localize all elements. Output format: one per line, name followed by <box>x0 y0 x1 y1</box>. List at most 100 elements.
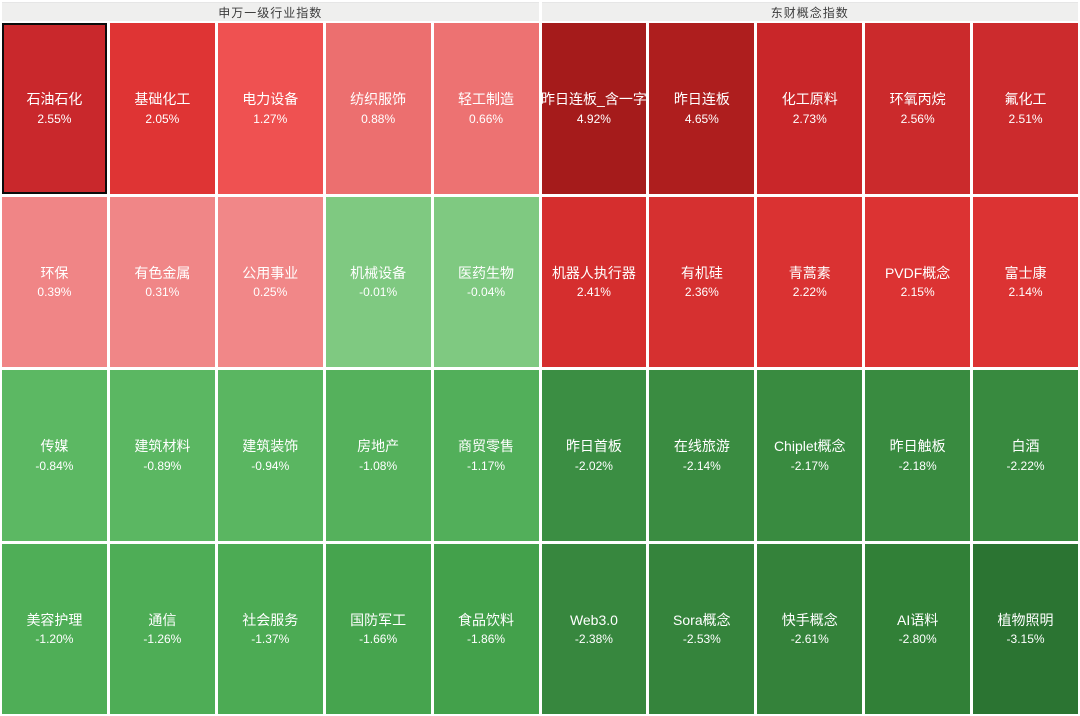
heatmap-tile[interactable]: 社会服务 -1.37% <box>217 543 323 714</box>
tile-label: 公用事业 <box>242 264 299 281</box>
tile-label: 在线旅游 <box>673 438 730 454</box>
section-header-industry-index: 申万一级行业指数 <box>2 2 539 21</box>
tile-value: 4.65% <box>684 111 719 126</box>
tile-label: 美容护理 <box>26 611 83 628</box>
tile-value: 2.05% <box>145 111 180 126</box>
heatmap-tile[interactable]: 昨日连板 4.65% <box>649 23 755 194</box>
heatmap-tile[interactable]: 化工原料 2.73% <box>757 23 863 194</box>
heatmap-tile[interactable]: 建筑装饰 -0.94% <box>217 370 323 541</box>
tile-value: 0.25% <box>253 285 288 299</box>
tile-value: -2.53% <box>682 632 721 646</box>
heatmap-tile[interactable]: 植物照明 -3.15% <box>973 543 1078 714</box>
tile-label: Web3.0 <box>569 611 618 628</box>
heatmap-tile[interactable]: 医药生物 -0.04% <box>433 196 539 367</box>
tile-value: -0.89% <box>143 458 182 473</box>
heatmap-tile[interactable]: 青蒿素 2.22% <box>757 196 863 367</box>
heatmap-tile[interactable]: 通信 -1.26% <box>109 543 215 714</box>
heatmap-tile[interactable]: 氟化工 2.51% <box>973 23 1078 194</box>
tile-label: 石油石化 <box>26 91 83 107</box>
tile-value: -2.14% <box>682 458 721 473</box>
tile-label: 环氧丙烷 <box>889 91 946 107</box>
tile-value: 2.15% <box>900 285 935 299</box>
section-header-concept-index: 东财概念指数 <box>541 2 1078 21</box>
tile-label: 电力设备 <box>242 91 299 107</box>
tile-value: 0.66% <box>469 111 504 126</box>
tile-label: 轻工制造 <box>458 91 515 107</box>
heatmap-tile[interactable]: 国防军工 -1.66% <box>325 543 431 714</box>
heatmap-tile[interactable]: 有机硅 2.36% <box>649 196 755 367</box>
heatmap-tile[interactable]: 商贸零售 -1.17% <box>433 370 539 541</box>
heatmap-tile[interactable]: 昨日连板_含一字 4.92% <box>541 23 647 194</box>
heatmap-tile[interactable]: PVDF概念 2.15% <box>865 196 971 367</box>
tile-label: 昨日首板 <box>565 438 622 454</box>
heatmap-tile[interactable]: 美容护理 -1.20% <box>2 543 107 714</box>
tile-value: -1.20% <box>35 632 74 646</box>
tile-label: 建筑材料 <box>134 438 191 454</box>
tile-value: 2.36% <box>684 285 719 299</box>
tile-value: -1.86% <box>467 632 506 646</box>
heatmap-grid: 石油石化 2.55% 基础化工 2.05% 电力设备 1.27% 纺织服饰 0.88% 轻工制造… <box>0 21 1080 716</box>
tile-value: 2.22% <box>792 285 827 299</box>
tile-label: 昨日连板_含一字 <box>541 91 647 107</box>
heatmap-tile[interactable]: 机器人执行器 2.41% <box>541 196 647 367</box>
tile-label: 青蒿素 <box>788 264 831 281</box>
heatmap-tile[interactable]: 昨日触板 -2.18% <box>865 370 971 541</box>
section-headers: 申万一级行业指数 东财概念指数 <box>0 0 1080 21</box>
tile-label: 传媒 <box>40 438 69 454</box>
heatmap-tile[interactable]: 白酒 -2.22% <box>973 370 1078 541</box>
heatmap-tile[interactable]: Chiplet概念 -2.17% <box>757 370 863 541</box>
tile-value: -2.22% <box>1006 458 1045 473</box>
tile-value: -0.04% <box>467 285 506 299</box>
heatmap-tile[interactable]: 纺织服饰 0.88% <box>325 23 431 194</box>
heatmap-tile[interactable]: 有色金属 0.31% <box>109 196 215 367</box>
heatmap-tile[interactable]: 机械设备 -0.01% <box>325 196 431 367</box>
heatmap-tile[interactable]: 房地产 -1.08% <box>325 370 431 541</box>
heatmap-tile[interactable]: Sora概念 -2.53% <box>649 543 755 714</box>
tile-label: 有机硅 <box>680 264 723 281</box>
tile-label: 昨日触板 <box>889 438 946 454</box>
heatmap-tile[interactable]: 富士康 2.14% <box>973 196 1078 367</box>
heatmap-tile[interactable]: 基础化工 2.05% <box>109 23 215 194</box>
tile-value: -1.37% <box>251 632 290 646</box>
tile-value: -2.38% <box>574 632 613 646</box>
heatmap-tile[interactable]: 公用事业 0.25% <box>217 196 323 367</box>
tile-label: 医药生物 <box>458 264 515 281</box>
heatmap-tile[interactable]: 环氧丙烷 2.56% <box>865 23 971 194</box>
heatmap-tile[interactable]: 环保 0.39% <box>2 196 107 367</box>
heatmap-tile[interactable]: 电力设备 1.27% <box>217 23 323 194</box>
tile-value: 2.55% <box>37 111 72 126</box>
tile-value: 0.88% <box>361 111 396 126</box>
heatmap-tile[interactable]: 食品饮料 -1.86% <box>433 543 539 714</box>
tile-label: 昨日连板 <box>673 91 730 107</box>
tile-value: 1.27% <box>253 111 288 126</box>
tile-label: 基础化工 <box>134 91 191 107</box>
tile-label: 机械设备 <box>350 264 407 281</box>
heatmap-tile[interactable]: Web3.0 -2.38% <box>541 543 647 714</box>
heatmap-tile[interactable]: 在线旅游 -2.14% <box>649 370 755 541</box>
tile-label: PVDF概念 <box>884 264 951 281</box>
tile-label: 快手概念 <box>781 611 838 628</box>
tile-label: 国防军工 <box>350 611 407 628</box>
tile-value: -0.01% <box>359 285 398 299</box>
heatmap-tile[interactable]: 传媒 -0.84% <box>2 370 107 541</box>
heatmap-tile[interactable]: 快手概念 -2.61% <box>757 543 863 714</box>
tile-value: 2.41% <box>576 285 611 299</box>
heatmap-tile[interactable]: 建筑材料 -0.89% <box>109 370 215 541</box>
heatmap-tile[interactable]: AI语料 -2.80% <box>865 543 971 714</box>
tile-label: 植物照明 <box>997 611 1054 628</box>
heatmap-tile[interactable]: 石油石化 2.55% <box>2 23 107 194</box>
tile-label: AI语料 <box>897 611 939 628</box>
tile-value: -2.61% <box>790 632 829 646</box>
tile-label: 氟化工 <box>1004 91 1047 107</box>
heatmap-tile[interactable]: 昨日首板 -2.02% <box>541 370 647 541</box>
heatmap-tile[interactable]: 轻工制造 0.66% <box>433 23 539 194</box>
tile-value: -1.26% <box>143 632 182 646</box>
tile-label: 富士康 <box>1004 264 1047 281</box>
tile-value: 2.14% <box>1008 285 1043 299</box>
tile-label: 房地产 <box>357 438 400 454</box>
tile-label: 建筑装饰 <box>242 438 299 454</box>
tile-label: 有色金属 <box>134 264 191 281</box>
tile-label: 白酒 <box>1011 438 1040 454</box>
tile-label: 化工原料 <box>781 91 838 107</box>
